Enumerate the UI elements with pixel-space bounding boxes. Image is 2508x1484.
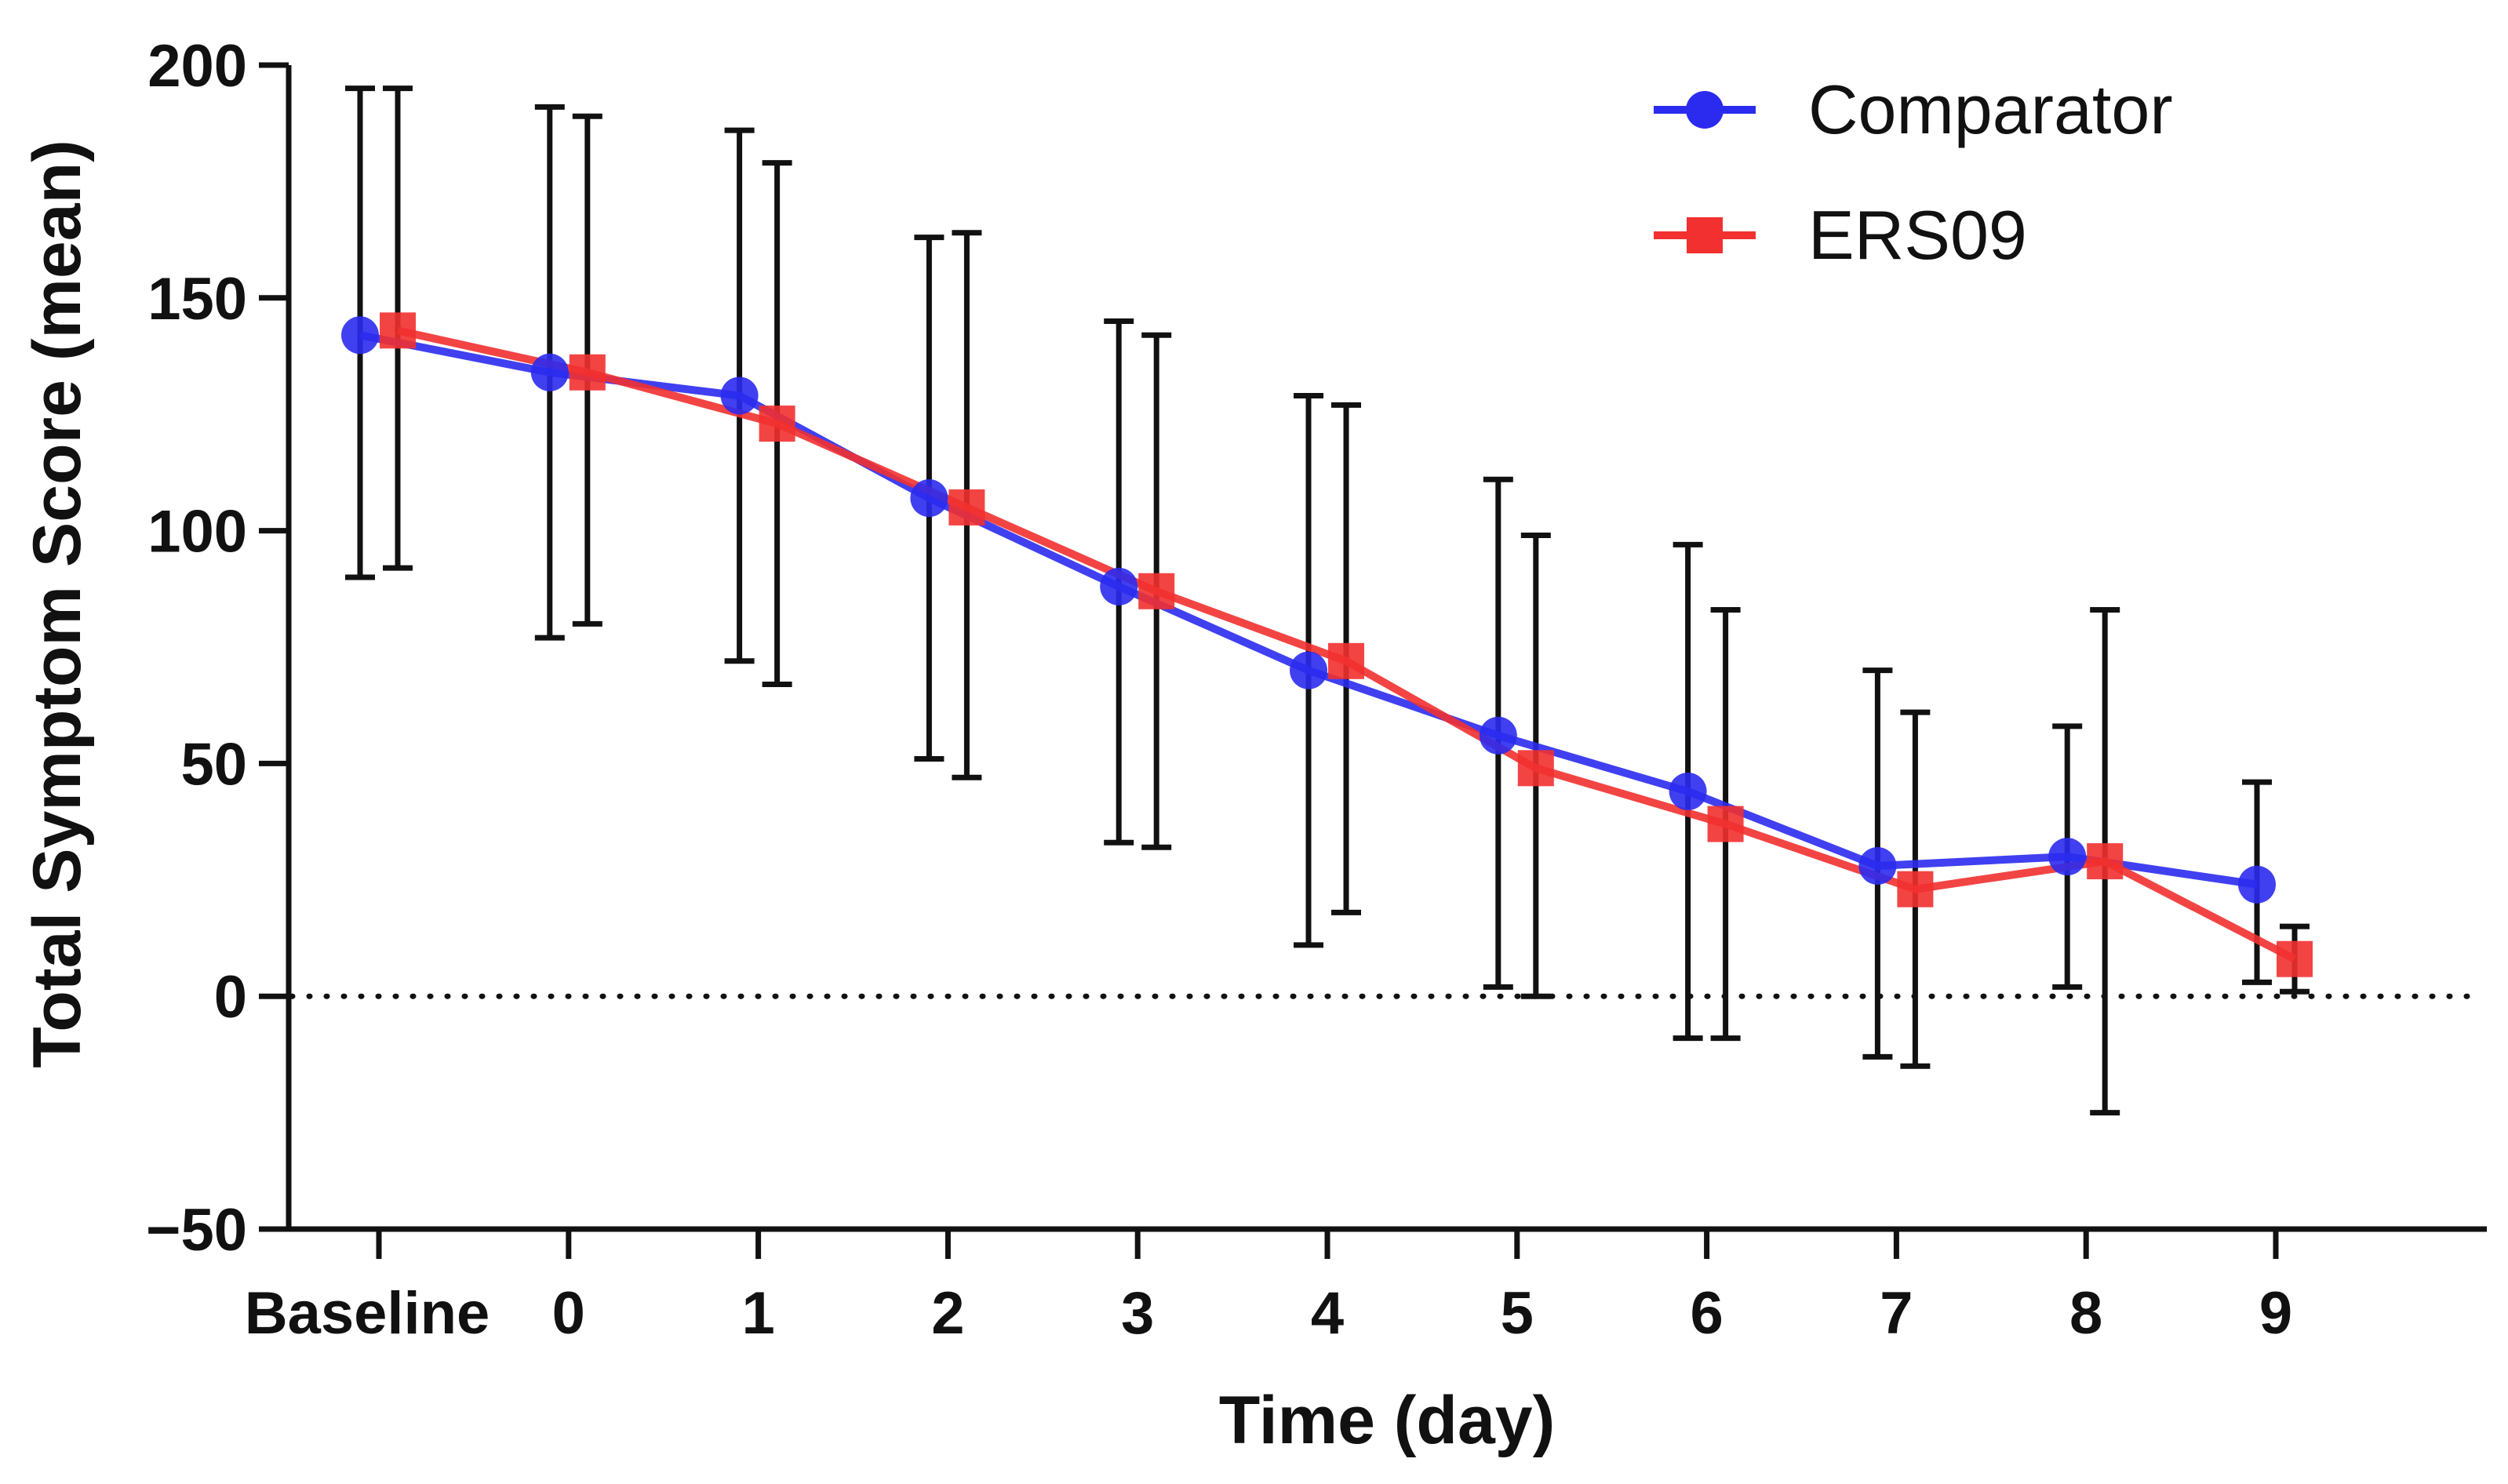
data-point-comparator — [1290, 651, 1327, 689]
data-point-ers09 — [569, 354, 606, 391]
data-point-comparator — [2238, 865, 2276, 904]
series-lines-group — [359, 326, 2297, 963]
x-ticks-group: Baseline 0 1 2 3 4 5 6 7 8 9 — [245, 1229, 2292, 1347]
data-point-comparator — [2048, 838, 2087, 876]
x-tick-label: 7 — [1880, 1280, 1913, 1347]
y-tick-label: 100 — [147, 499, 247, 566]
axes-group — [286, 65, 2487, 1232]
data-point-ers09 — [1517, 750, 1554, 787]
y-axis-title: Total Symptom Score (mean) — [20, 140, 95, 1068]
y-tick-label: 200 — [147, 33, 247, 100]
legend: Comparator ERS09 — [1654, 71, 2173, 274]
data-point-ers09 — [1328, 642, 1364, 679]
y-tick-label: −50 — [146, 1197, 247, 1264]
data-point-comparator — [341, 316, 379, 355]
x-tick-label: 1 — [741, 1280, 774, 1347]
data-point-ers09 — [948, 489, 985, 526]
data-point-ers09 — [1138, 573, 1175, 609]
data-point-comparator — [530, 353, 569, 391]
y-tick-label: 50 — [180, 731, 247, 798]
legend-label-ers09: ERS09 — [1808, 196, 2027, 274]
data-point-comparator — [1858, 846, 1897, 885]
y-tick-label: 150 — [147, 266, 247, 333]
x-tick-label: 8 — [2069, 1280, 2102, 1347]
data-point-comparator — [1100, 567, 1138, 606]
y-ticks-group: 200 150 100 50 0 −50 — [146, 33, 289, 1264]
x-tick-label: 0 — [552, 1280, 585, 1347]
x-tick-label: 6 — [1690, 1280, 1723, 1347]
x-tick-label: 5 — [1501, 1280, 1534, 1347]
legend-label-comparator: Comparator — [1808, 71, 2173, 148]
data-point-comparator — [910, 479, 948, 518]
data-markers-group — [341, 312, 2313, 977]
data-point-ers09 — [1707, 806, 1744, 842]
data-point-comparator — [1669, 773, 1707, 811]
x-tick-label: Baseline — [245, 1280, 490, 1347]
data-point-ers09 — [1897, 871, 1934, 907]
x-tick-label: 9 — [2259, 1280, 2292, 1347]
data-point-ers09 — [380, 312, 416, 349]
data-point-ers09 — [2277, 940, 2313, 977]
data-point-ers09 — [759, 406, 795, 442]
x-tick-label: 2 — [931, 1280, 964, 1347]
legend-marker-comparator — [1686, 91, 1724, 129]
data-point-ers09 — [2087, 843, 2124, 880]
legend-marker-ers09 — [1687, 217, 1723, 253]
data-point-comparator — [720, 376, 759, 415]
x-tick-label: 3 — [1121, 1280, 1154, 1347]
data-point-comparator — [1479, 716, 1517, 755]
y-tick-label: 0 — [214, 964, 247, 1031]
x-tick-label: 4 — [1311, 1280, 1344, 1347]
x-axis-title: Time (day) — [1219, 1383, 1556, 1458]
